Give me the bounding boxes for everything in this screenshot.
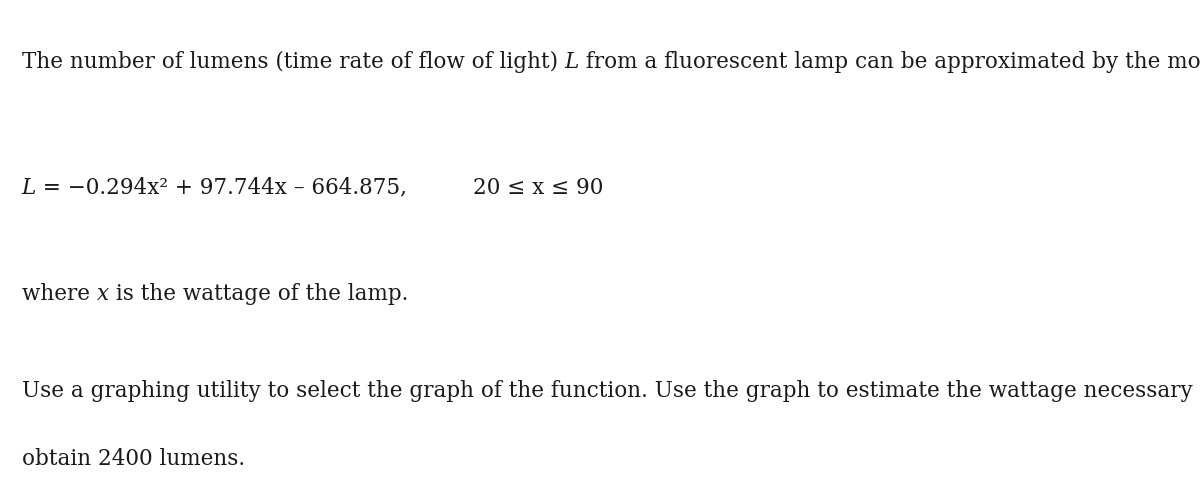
Text: Use a graphing utility to select the graph of the function. Use the graph to est: Use a graphing utility to select the gra… — [22, 380, 1200, 402]
Text: where: where — [22, 283, 96, 305]
Text: The number of lumens (time rate of flow of light): The number of lumens (time rate of flow … — [22, 51, 565, 73]
Text: from a fluorescent lamp can be approximated by the model: from a fluorescent lamp can be approxima… — [578, 51, 1200, 73]
Text: L: L — [22, 177, 36, 198]
Text: x: x — [96, 283, 108, 305]
Text: = −0.294x² + 97.744x – 664.875,: = −0.294x² + 97.744x – 664.875, — [36, 177, 407, 198]
Text: 20 ≤ x ≤ 90: 20 ≤ x ≤ 90 — [473, 177, 604, 198]
Text: obtain 2400 lumens.: obtain 2400 lumens. — [22, 448, 245, 469]
Text: L: L — [565, 51, 578, 73]
Text: is the wattage of the lamp.: is the wattage of the lamp. — [108, 283, 408, 305]
